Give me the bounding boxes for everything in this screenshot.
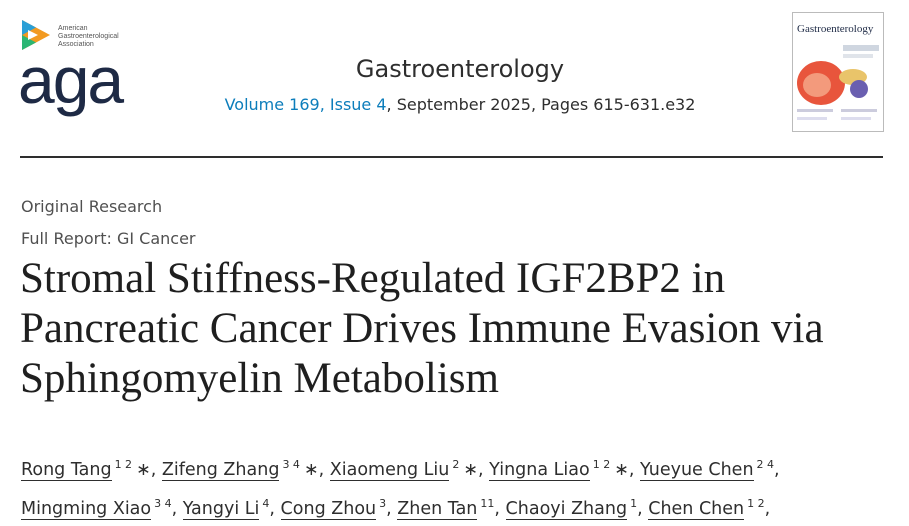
journal-cover[interactable]: Gastroenterology [792,12,884,132]
author-affiliation[interactable]: 2 4 [756,458,775,471]
author-affiliation[interactable]: 3 4 [154,497,172,510]
author-corresponding[interactable]: ∗ [614,460,629,480]
cover-art [797,45,879,120]
author-affiliation[interactable]: 1 2 [747,497,765,510]
issue-details: , September 2025, Pages 615-631.e32 [386,95,696,114]
logo-icon [22,20,50,50]
author-corresponding[interactable]: ∗ [463,460,478,480]
author-name[interactable]: Yueyue Chen [640,460,754,481]
author-separator: , [171,499,178,519]
author-affiliation[interactable]: 3 [379,497,387,510]
author-affiliation[interactable]: 2 [452,458,460,471]
author-corresponding[interactable]: ∗ [303,460,319,480]
author-list: Rong Tang 1 2 ∗, Zifeng Zhang 3 4 ∗, Xiaomen… [21,448,851,526]
author-separator: , [318,460,325,480]
author-affiliation[interactable]: 11 [480,497,495,510]
author-name[interactable]: Chen Chen [648,499,745,520]
cover-title: Gastroenterology [797,23,874,35]
author-separator: , [269,499,275,519]
author-name[interactable]: Zifeng Zhang [161,460,280,481]
author-separator: , [774,460,780,480]
author-name[interactable]: Xiaomeng Liu [329,460,450,481]
journal-title[interactable]: Gastroenterology [355,55,565,83]
author-separator: , [494,499,500,519]
author: Chen Chen 1 2, [648,497,771,520]
author-affiliation[interactable]: 1 2 [114,458,133,471]
author-affiliation[interactable]: 1 [630,497,638,510]
author-separator: , [637,499,643,519]
author-name[interactable]: Zhen Tan [397,499,478,520]
author-affiliation[interactable]: 3 4 [282,458,300,471]
author: Chaoyi Zhang 1, [505,497,643,520]
divider [20,156,883,158]
author-name[interactable]: Chaoyi Zhang [505,499,628,520]
author: Yangyi Li 4, [182,497,275,520]
author-affiliation[interactable]: 1 2 [592,458,611,471]
author-corresponding[interactable]: ∗ [136,460,151,480]
author: Yingna Liao 1 2 ∗, [489,458,635,481]
author-name[interactable]: Yangyi Li [182,499,260,520]
author-separator: , [628,460,635,480]
author-name[interactable]: Cong Zhou [280,499,377,520]
author: Yueyue Chen 2 4, [640,458,780,481]
article-type: Original Research [21,197,163,216]
issue-info: Volume 169, Issue 4, September 2025, Pag… [200,95,720,114]
issue-link[interactable]: Volume 169, Issue 4 [224,95,387,114]
author-name[interactable]: Rong Tang [21,460,112,481]
author-separator: , [764,499,771,519]
author: Cong Zhou 3, [280,497,392,520]
author-name[interactable]: Yingna Liao [489,460,590,481]
association-name: American Gastroenterological Association [58,25,119,48]
article-title: Stromal Stiffness-Regulated IGF2BP2 in P… [20,255,824,402]
author-affiliation[interactable]: 4 [262,497,270,510]
author: Xiaomeng Liu 2 ∗, [329,458,484,481]
logo-text[interactable]: aga [18,43,124,117]
author-name[interactable]: Mingming Xiao [21,499,152,520]
author-separator: , [478,460,484,480]
author: Zhen Tan 11, [397,497,500,520]
author: Zifeng Zhang 3 4 ∗, [161,458,325,481]
author: Mingming Xiao 3 4, [21,497,178,520]
author-separator: , [150,460,157,480]
author-separator: , [386,499,392,519]
author: Rong Tang 1 2 ∗, [21,458,157,481]
article-section: Full Report: GI Cancer [21,229,196,248]
